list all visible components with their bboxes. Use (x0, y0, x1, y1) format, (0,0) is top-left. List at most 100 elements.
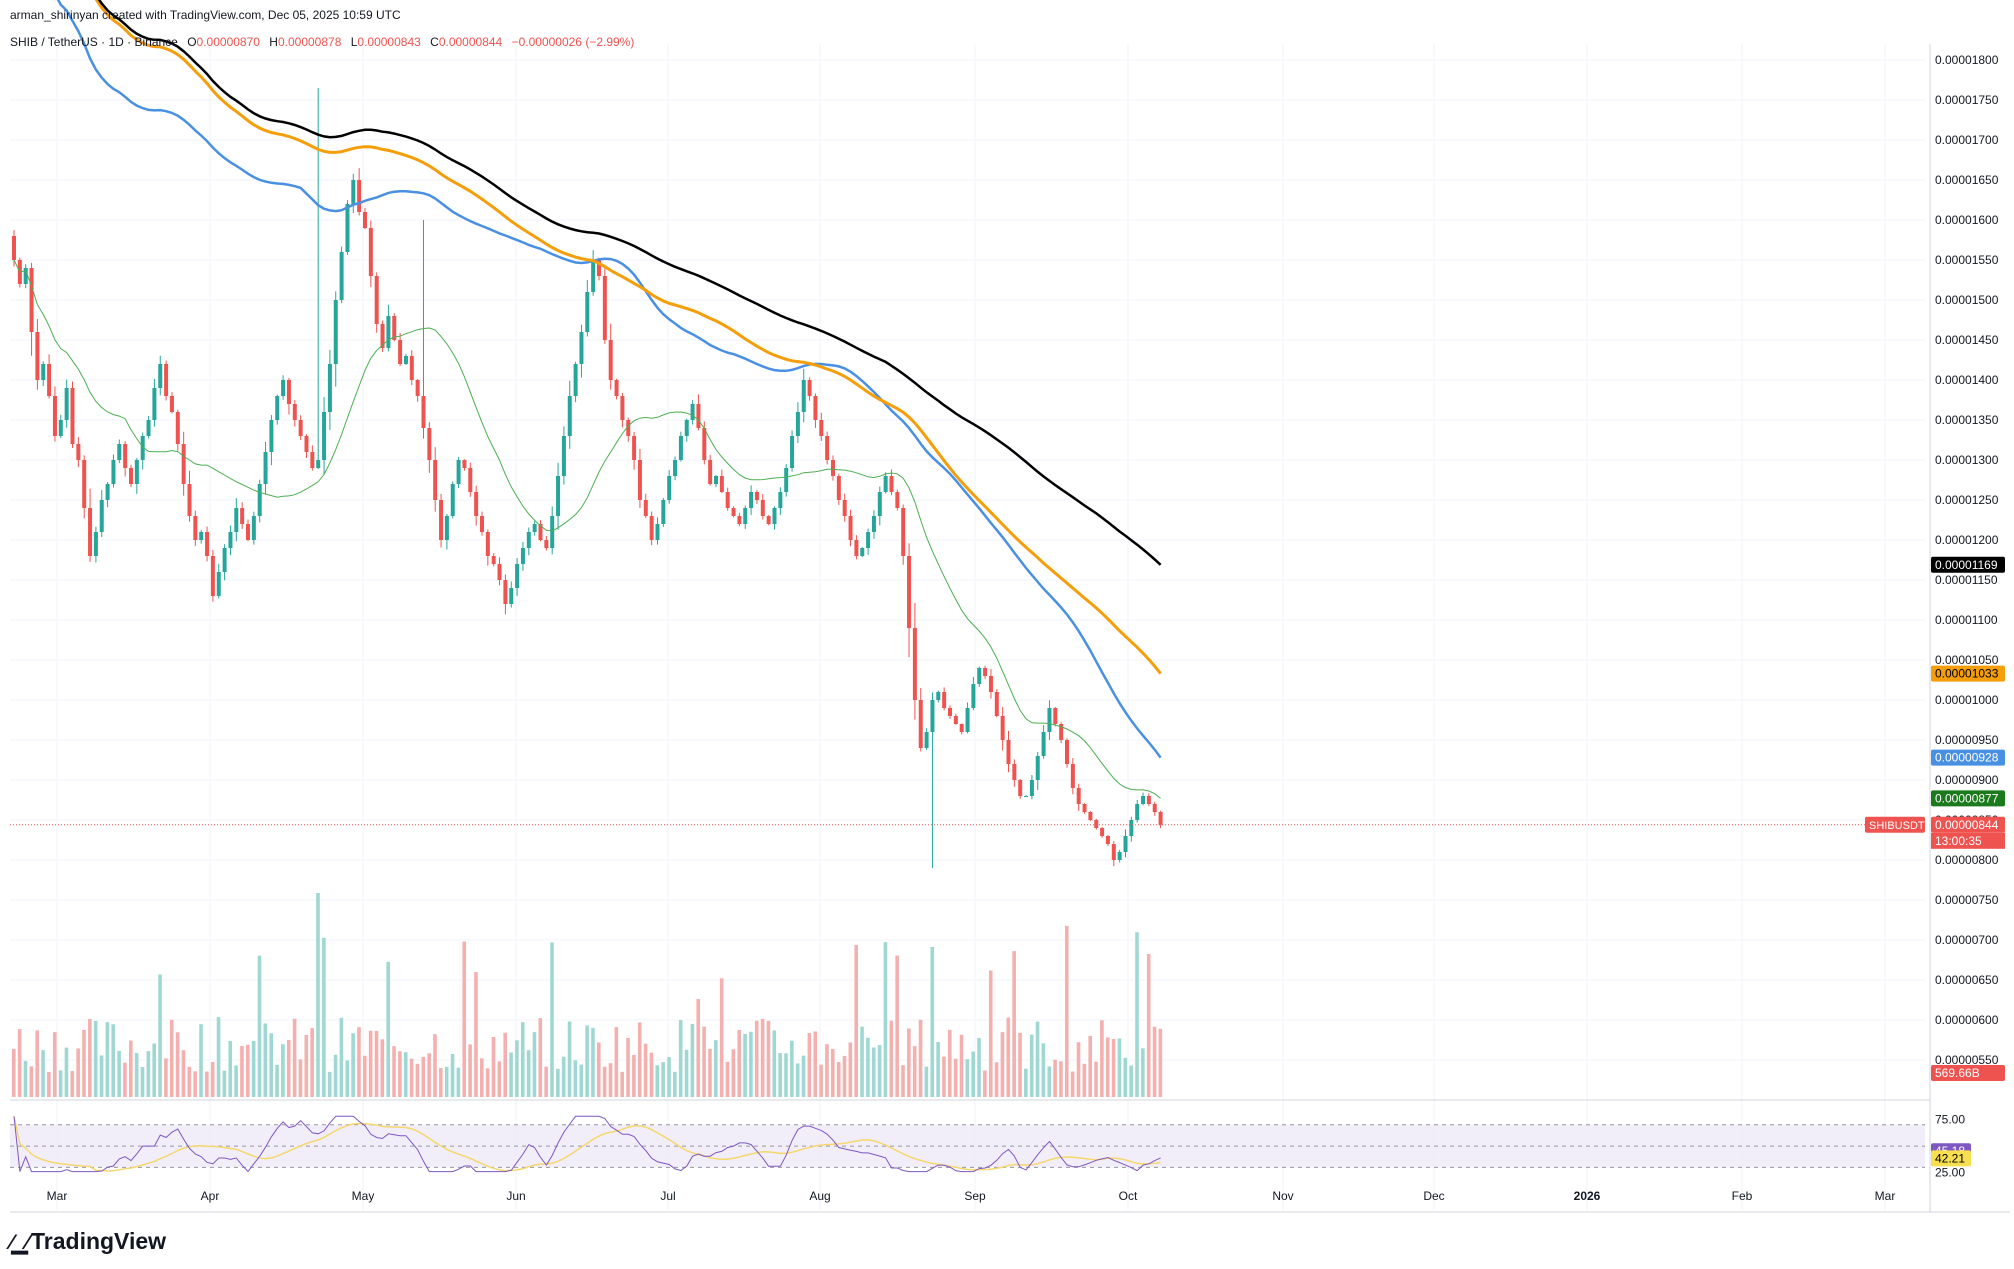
volume-bar (93, 1020, 98, 1097)
price-tick-label: 0.00000800 (1935, 853, 1999, 867)
volume-bar (1053, 1059, 1057, 1097)
candle-body (924, 732, 929, 748)
tradingview-logo[interactable]: ⁄▁⁄ TradingView (10, 1228, 167, 1254)
volume-bar (895, 955, 899, 1097)
symbol-name[interactable]: SHIB / TetherUS · 1D · Binance (10, 35, 178, 49)
candle-body (409, 356, 414, 380)
candle-body (825, 436, 830, 460)
candle-body (760, 500, 765, 516)
volume-bar (152, 1043, 156, 1097)
candle-body (696, 404, 701, 428)
candle-body (392, 316, 397, 340)
candle-body (474, 492, 479, 516)
candle-body (907, 556, 912, 628)
candle-body (93, 532, 98, 556)
ohlc-high: H0.00000878 (269, 35, 342, 49)
volume-bar (1000, 1032, 1005, 1097)
volume-bar (544, 1066, 548, 1097)
volume-bar (977, 1037, 981, 1097)
volume-bar (105, 1022, 110, 1097)
candle-body (298, 420, 303, 436)
volume-label: 569.66B (1935, 1066, 1980, 1080)
candle-body (146, 420, 151, 436)
candle-body (965, 708, 970, 732)
candle-body (152, 388, 157, 420)
countdown-label: 13:00:35 (1935, 834, 1982, 848)
price-tick-label: 0.00001800 (1935, 53, 1999, 67)
candle-body (169, 396, 174, 412)
time-tick-label: Mar (1875, 1189, 1896, 1203)
candle-body (398, 340, 403, 364)
volume-bar (866, 1037, 870, 1097)
volume-bar (907, 1028, 911, 1097)
volume-bar (368, 1030, 373, 1097)
candle-body (971, 684, 976, 708)
volume-bar (813, 1031, 818, 1097)
candle-body (632, 436, 637, 460)
volume-bar (392, 1046, 396, 1097)
candle-body (503, 580, 508, 604)
candle-body (158, 364, 163, 388)
volume-bar (228, 1040, 233, 1097)
volume-bar (836, 1061, 841, 1097)
volume-bar (626, 1037, 630, 1097)
volume-bar (912, 1046, 917, 1097)
volume-bar (1158, 1028, 1163, 1097)
candle-body (1105, 836, 1110, 844)
candle-body (234, 508, 239, 532)
candle-body (363, 212, 367, 228)
time-tick-label: Aug (809, 1189, 830, 1203)
candles[interactable] (12, 88, 1163, 868)
price-tick-label: 0.00001550 (1935, 253, 1999, 267)
rsi-pane (10, 1115, 1925, 1173)
candle-body (29, 268, 34, 332)
candle-body (807, 380, 812, 396)
volume-bar (88, 1018, 92, 1097)
volume-bar (930, 947, 935, 1097)
ma50-line (56, 0, 1162, 759)
volume-bar (532, 1032, 537, 1097)
volume-bar (374, 1030, 379, 1097)
candle-body (684, 420, 689, 436)
candle-body (831, 460, 835, 476)
volume-bar (831, 1048, 835, 1097)
price-tick-label: 0.00000650 (1935, 973, 1999, 987)
candle-body (263, 452, 268, 484)
volume-bar (766, 1020, 771, 1097)
volume-bar (474, 972, 478, 1097)
volume-bar (1152, 1026, 1157, 1097)
volume-bar (298, 1059, 303, 1097)
price-tick-label: 0.00001300 (1935, 453, 1999, 467)
volume-bar (380, 1039, 385, 1097)
candle-body (953, 716, 958, 724)
volume-bar (1094, 1061, 1098, 1097)
price-tick-label: 0.00000750 (1935, 893, 1999, 907)
volume-bar (936, 1042, 940, 1097)
volume-bar (983, 1070, 987, 1097)
candle-body (778, 492, 783, 508)
time-tick-label: Apr (201, 1189, 220, 1203)
candle-body (257, 484, 262, 516)
volume-bar (70, 1071, 75, 1097)
candle-body (1000, 716, 1005, 740)
candle-body (286, 380, 291, 404)
candle-body (977, 668, 982, 684)
candle-body (1029, 780, 1034, 796)
candle-body (386, 316, 391, 348)
symbol-legend[interactable]: SHIB / TetherUS · 1D · Binance O0.000008… (10, 35, 634, 49)
candle-body (1059, 724, 1064, 740)
price-tick-label: 0.00001000 (1935, 693, 1999, 707)
volume-bar (199, 1024, 203, 1097)
candle-body (673, 460, 678, 476)
volume-bar (99, 1055, 104, 1097)
volume-bar (708, 1048, 712, 1097)
candle-body (801, 380, 806, 412)
candle-body (912, 628, 917, 700)
price-tick-label: 0.00000900 (1935, 773, 1999, 787)
volume-bar (579, 1064, 584, 1097)
rsi-line (13, 1115, 1161, 1173)
candle-body (538, 524, 543, 540)
volume-bar (778, 1053, 782, 1097)
candle-body (714, 476, 718, 484)
candle-body (877, 492, 882, 516)
